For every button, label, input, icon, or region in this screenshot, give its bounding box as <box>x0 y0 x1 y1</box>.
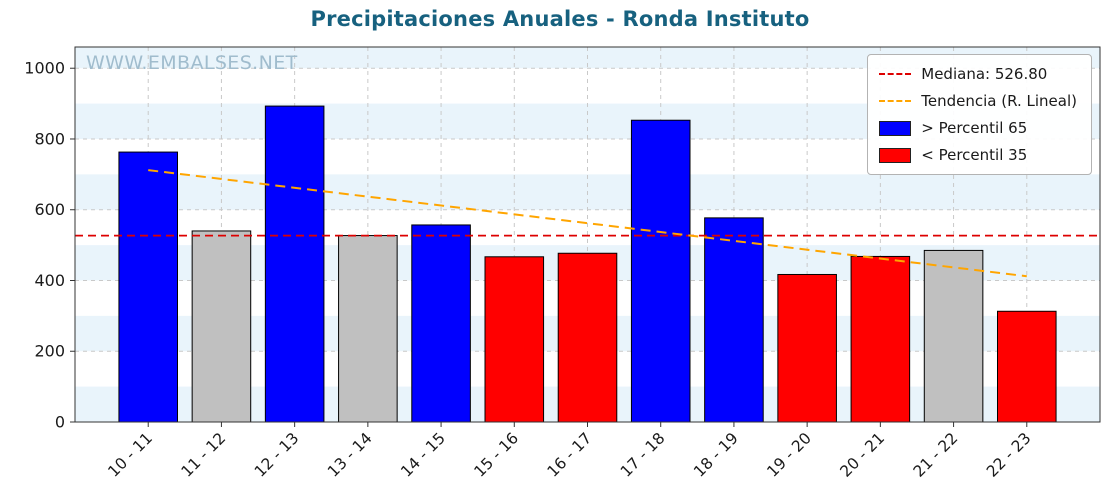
y-tick-label: 800 <box>34 129 65 148</box>
below-percentile-swatch <box>879 147 912 163</box>
x-tick-label: 11 - 12 <box>178 429 230 481</box>
bar-18-19 <box>704 217 764 423</box>
x-tick-label: 15 - 16 <box>471 429 523 481</box>
x-tick-label: 16 - 17 <box>544 429 596 481</box>
bar-12-13 <box>264 105 325 423</box>
x-tick-label: 20 - 21 <box>837 429 889 481</box>
legend-item-below: < Percentil 35 <box>879 145 1077 165</box>
x-tick-label: 22 - 23 <box>983 429 1035 481</box>
trend-line <box>148 169 1027 278</box>
bar-17-18 <box>630 119 691 423</box>
bar-11-12 <box>191 230 252 423</box>
bar-19-20 <box>777 273 837 423</box>
x-tick-label: 17 - 18 <box>617 429 669 481</box>
y-tick-label: 200 <box>34 342 65 361</box>
bar-15-16 <box>484 256 545 423</box>
y-tick-label: 600 <box>34 200 65 219</box>
x-tick-label: 13 - 14 <box>324 429 376 481</box>
watermark: WWW.EMBALSES.NET <box>86 52 298 74</box>
trend-line-swatch <box>879 100 912 102</box>
x-tick-label: 12 - 13 <box>251 429 303 481</box>
bar-21-22 <box>923 249 984 423</box>
x-tick-label: 10 - 11 <box>104 429 156 481</box>
y-tick-label: 0 <box>55 413 65 432</box>
x-tick-label: 14 - 15 <box>397 429 449 481</box>
legend: Mediana: 526.80 Tendencia (R. Lineal) > … <box>867 54 1092 175</box>
x-tick-label: 19 - 20 <box>763 429 815 481</box>
legend-below-label: < Percentil 35 <box>921 146 1028 164</box>
legend-above-label: > Percentil 65 <box>921 119 1028 137</box>
x-tick-label: 21 - 22 <box>910 429 962 481</box>
page-title: Precipitaciones Anuales - Ronda Institut… <box>310 7 810 31</box>
legend-trend-label: Tendencia (R. Lineal) <box>921 92 1077 110</box>
x-tick-label: 18 - 19 <box>690 429 742 481</box>
legend-item-median: Mediana: 526.80 <box>879 64 1077 84</box>
bar-10-11 <box>118 151 179 423</box>
median-line-swatch <box>879 73 912 75</box>
legend-median-label: Mediana: 526.80 <box>921 65 1048 83</box>
bar-22-23 <box>997 310 1057 423</box>
y-tick-label: 1000 <box>24 59 65 78</box>
y-tick-label: 400 <box>34 271 65 290</box>
bar-16-17 <box>557 252 618 423</box>
bar-20-21 <box>850 255 911 423</box>
above-percentile-swatch <box>879 120 912 136</box>
legend-item-trend: Tendencia (R. Lineal) <box>879 91 1077 111</box>
bar-13-14 <box>338 235 398 423</box>
legend-item-above: > Percentil 65 <box>879 118 1077 138</box>
bar-14-15 <box>411 224 471 423</box>
